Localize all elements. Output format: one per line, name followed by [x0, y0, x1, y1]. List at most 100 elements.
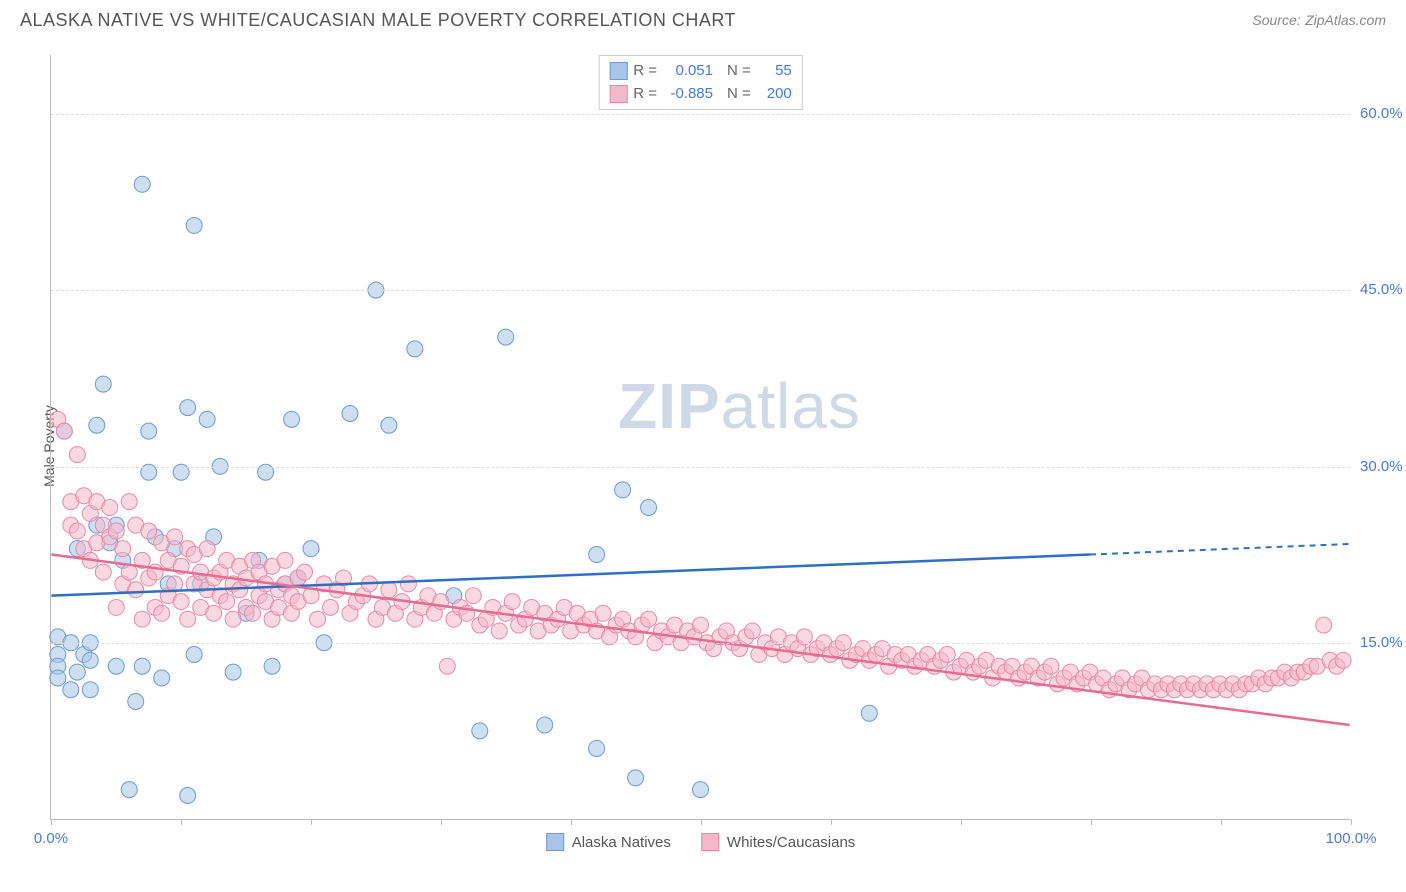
data-point: [693, 782, 709, 798]
x-tick-label: 100.0%: [1326, 830, 1377, 847]
series-swatch-1: [701, 833, 719, 851]
data-point: [491, 623, 507, 639]
x-tick: [311, 819, 312, 825]
x-tick: [441, 819, 442, 825]
x-tick: [51, 819, 52, 825]
trend-line-extrapolated: [1090, 544, 1350, 555]
data-point: [95, 376, 111, 392]
data-point: [186, 646, 202, 662]
data-point: [141, 523, 157, 539]
x-tick: [831, 819, 832, 825]
gridline: [51, 467, 1350, 468]
data-point: [115, 541, 131, 557]
data-point: [141, 423, 157, 439]
data-point: [69, 664, 85, 680]
x-tick: [1221, 819, 1222, 825]
source-attribution: Source: ZipAtlas.com: [1252, 12, 1386, 30]
data-point: [297, 564, 313, 580]
legend-swatch-1: [609, 85, 627, 103]
data-point: [381, 582, 397, 598]
data-point: [439, 658, 455, 674]
data-point: [537, 717, 553, 733]
data-point: [407, 341, 423, 357]
data-point: [472, 723, 488, 739]
data-point: [134, 176, 150, 192]
y-tick-label: 45.0%: [1360, 281, 1406, 298]
data-point: [69, 447, 85, 463]
data-point: [693, 617, 709, 633]
data-point: [128, 582, 144, 598]
data-point: [50, 670, 66, 686]
legend-r-label-0: R =: [633, 60, 657, 83]
data-point: [498, 329, 514, 345]
data-point: [167, 529, 183, 545]
data-point: [465, 588, 481, 604]
data-point: [744, 623, 760, 639]
data-point: [63, 682, 79, 698]
x-tick: [1091, 819, 1092, 825]
data-point: [284, 411, 300, 427]
data-point: [861, 705, 877, 721]
trend-line: [51, 555, 1349, 725]
stats-legend: R = 0.051 N = 55 R = -0.885 N = 200: [598, 55, 803, 110]
data-point: [173, 594, 189, 610]
data-point: [939, 646, 955, 662]
legend-r-value-0: 0.051: [663, 60, 713, 83]
data-point: [1335, 652, 1351, 668]
data-point: [154, 605, 170, 621]
source-name: ZipAtlas.com: [1305, 12, 1386, 28]
data-point: [225, 611, 241, 627]
x-tick: [181, 819, 182, 825]
data-point: [264, 658, 280, 674]
data-point: [82, 682, 98, 698]
data-point: [589, 547, 605, 563]
data-point: [322, 599, 338, 615]
series-name-0: Alaska Natives: [572, 834, 671, 851]
data-point: [303, 541, 319, 557]
data-point: [225, 664, 241, 680]
legend-n-label-0: N =: [727, 60, 751, 83]
source-label: Source:: [1252, 12, 1300, 28]
data-point: [277, 552, 293, 568]
data-point: [186, 217, 202, 233]
data-point: [121, 494, 137, 510]
series-legend-item-0: Alaska Natives: [546, 833, 671, 851]
y-tick-label: 15.0%: [1360, 634, 1406, 651]
data-point: [381, 417, 397, 433]
legend-row-series-0: R = 0.051 N = 55: [609, 60, 792, 83]
legend-n-label-1: N =: [727, 83, 751, 106]
data-point: [108, 599, 124, 615]
data-point: [199, 411, 215, 427]
data-point: [504, 594, 520, 610]
data-point: [69, 523, 85, 539]
scatter-svg: [51, 55, 1350, 819]
data-point: [180, 611, 196, 627]
series-legend-item-1: Whites/Caucasians: [701, 833, 855, 851]
data-point: [180, 788, 196, 804]
data-point: [245, 605, 261, 621]
gridline: [51, 290, 1350, 291]
y-tick-label: 60.0%: [1360, 105, 1406, 122]
legend-n-value-1: 200: [757, 83, 792, 106]
x-tick-label: 0.0%: [34, 830, 68, 847]
data-point: [128, 693, 144, 709]
data-point: [134, 611, 150, 627]
series-legend: Alaska Natives Whites/Caucasians: [546, 833, 856, 851]
data-point: [796, 629, 812, 645]
chart-title: ALASKA NATIVE VS WHITE/CAUCASIAN MALE PO…: [20, 10, 736, 31]
data-point: [641, 500, 657, 516]
data-point: [199, 541, 215, 557]
data-point: [1316, 617, 1332, 633]
data-point: [56, 423, 72, 439]
data-point: [641, 611, 657, 627]
data-point: [95, 564, 111, 580]
data-point: [108, 523, 124, 539]
data-point: [595, 605, 611, 621]
x-tick: [1351, 819, 1352, 825]
legend-r-label-1: R =: [633, 83, 657, 106]
series-name-1: Whites/Caucasians: [727, 834, 855, 851]
y-tick-label: 30.0%: [1360, 458, 1406, 475]
data-point: [108, 658, 124, 674]
x-tick: [571, 819, 572, 825]
x-tick: [961, 819, 962, 825]
